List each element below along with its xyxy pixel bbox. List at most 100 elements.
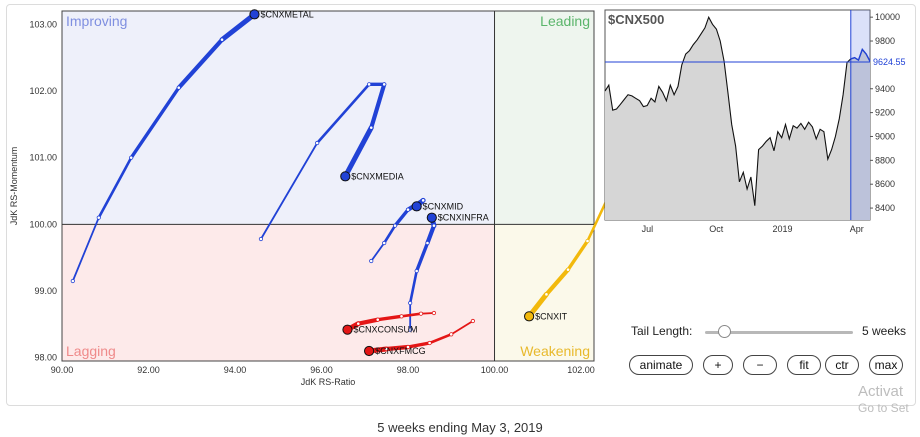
rrg-tail: $CNXINFRA [408, 212, 489, 332]
tail-length-value: 5 weeks [862, 324, 907, 338]
index-area [605, 17, 870, 221]
index-x-tick-label: Apr [850, 224, 864, 234]
tail-point [258, 236, 264, 242]
index-y-tick-label: 9400 [875, 84, 895, 94]
tail-highlight [850, 10, 870, 220]
x-tick-label: 96.00 [310, 365, 333, 375]
x-tick-label: 92.00 [137, 365, 160, 375]
tail-point [392, 223, 398, 228]
rrg-tail: $CNXMID [369, 197, 464, 264]
max-button[interactable]: max [869, 355, 903, 375]
quadrant-label-leading: Leading [540, 13, 590, 29]
tail-point [382, 240, 387, 246]
tail-point [129, 155, 134, 160]
index-y-tick-label: 8600 [875, 179, 895, 189]
tail-point [427, 340, 432, 346]
zoom-out-button[interactable]: − [743, 355, 777, 375]
tail-point [96, 215, 101, 220]
tail-segment [97, 156, 133, 219]
x-tick-label: 102.00 [567, 365, 595, 375]
head-marker [249, 9, 260, 20]
tail-point [421, 198, 426, 203]
x-tick-label: 94.00 [224, 365, 247, 375]
tail-point [382, 82, 387, 87]
zoom-in-button[interactable]: + [703, 355, 733, 375]
rrg-panel: Improving Leading Lagging Weakening 90.00 92.… [6, 4, 916, 406]
tail-point [375, 317, 380, 322]
tail-point [544, 292, 549, 297]
tail-segment [406, 341, 432, 349]
rrg-tail: $CNXMEDIA [258, 82, 404, 242]
tail-point [585, 238, 590, 244]
tail-segment [566, 239, 590, 272]
tail-length-control: Tail Length: 5 weeks [631, 324, 917, 340]
tail-point [399, 314, 404, 319]
tail-segment [176, 37, 225, 90]
rrg-tail: $CNXCONSUM [342, 310, 437, 335]
leading-quadrant [494, 11, 594, 225]
y-tick-label: 100.00 [29, 219, 57, 229]
tail-segment [376, 314, 404, 322]
slider-knob[interactable] [718, 325, 731, 338]
rrg-chart: Improving Leading Lagging Weakening 90.00 92.… [9, 9, 906, 387]
index-x-tick-label: 2019 [773, 224, 793, 234]
series-label: $CNXCONSUM [353, 325, 417, 335]
tail-segment [369, 82, 387, 130]
index-y-tick-label: 9200 [875, 108, 895, 118]
tail-segment [342, 125, 374, 179]
tail-point [315, 140, 320, 146]
index-line [604, 15, 871, 206]
series-label: $CNXIT [535, 311, 568, 321]
tail-segment [71, 216, 100, 282]
improving-quadrant [62, 11, 495, 225]
lagging-quadrant [62, 224, 495, 361]
animate-button[interactable]: animate [629, 355, 693, 375]
series-label: $CNXMETAL [260, 9, 313, 19]
tail-segment [393, 207, 410, 228]
tail-point [219, 37, 225, 42]
tail-segment [384, 344, 411, 352]
series-label: $CNXINFRA [438, 213, 489, 223]
index-y-tick-label: 8800 [875, 155, 895, 165]
tail-point [356, 321, 361, 326]
tail-point [366, 82, 372, 87]
tail-segment [408, 269, 418, 305]
weakening-quadrant [494, 224, 594, 361]
index-y-tick-label: 10000 [875, 12, 900, 22]
tail-segment [414, 241, 430, 273]
tail-segment [370, 242, 386, 262]
chart-caption: 5 weeks ending May 3, 2019 [377, 420, 543, 435]
tail-point [408, 327, 413, 332]
tail-point [408, 300, 413, 306]
tail-segment [544, 267, 571, 297]
tail-segment [260, 142, 319, 240]
tail-point [405, 207, 411, 212]
tail-point [418, 311, 424, 316]
index-y-tick-label: 9800 [875, 36, 895, 46]
tail-length-slider[interactable] [705, 325, 853, 338]
watermark-line-2: Go to Set [858, 401, 909, 415]
tail-point [414, 268, 419, 274]
rrg-tail: $CNXFMCG [363, 318, 475, 357]
center-button[interactable]: ctr [825, 355, 859, 375]
y-tick-label: 103.00 [29, 19, 57, 29]
tail-point [470, 318, 475, 324]
head-marker [426, 212, 437, 223]
x-tick-label: 90.00 [51, 365, 74, 375]
y-axis-label: JdK RS-Momentum [9, 147, 19, 226]
tail-segment [450, 320, 474, 336]
fit-button[interactable]: fit [787, 355, 821, 375]
tail-point [431, 310, 437, 316]
tail-segment [356, 317, 380, 326]
tail-point [565, 267, 571, 272]
head-marker [342, 324, 353, 335]
y-tick-label: 101.00 [29, 153, 57, 163]
tail-segment [315, 83, 371, 145]
tail-point [431, 223, 437, 228]
tail-point [449, 332, 454, 337]
head-marker [340, 171, 351, 182]
head-marker [363, 345, 375, 357]
tail-segment [400, 312, 423, 318]
tail-point [405, 344, 411, 350]
plot-border [61, 10, 595, 362]
